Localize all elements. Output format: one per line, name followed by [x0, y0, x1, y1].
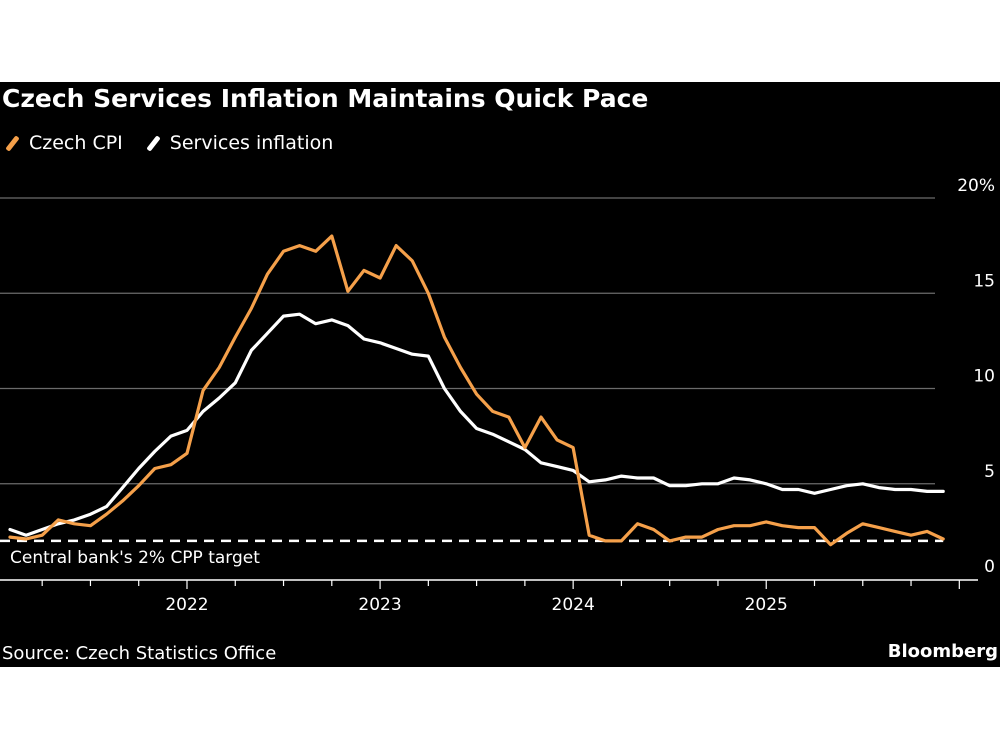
brand-logo: Bloomberg: [887, 641, 998, 662]
series-line-czech-cpi: [8, 234, 945, 547]
x-tick-label: 2022: [165, 595, 208, 615]
y-tick-label: 5: [984, 462, 995, 482]
plot-area: 0 5 10 15 20% 2022 2023 2024 2025 Central bank's …: [0, 176, 995, 615]
y-tick-label: 0: [984, 557, 995, 577]
legend: Czech CPI Services inflation: [4, 132, 355, 154]
x-tick-label: 2024: [552, 595, 595, 615]
target-reference-label: Central bank's 2% CPP target: [10, 548, 260, 568]
x-tick-label: 2025: [745, 595, 788, 615]
chart-panel: Czech Services Inflation Maintains Quick…: [0, 82, 1000, 667]
legend-label-services: Services inflation: [169, 132, 334, 154]
y-tick-label: 20%: [957, 176, 995, 196]
source-note: Source: Czech Statistics Office: [2, 643, 277, 664]
x-tick-label: 2023: [358, 595, 401, 615]
legend-label-cpi: Czech CPI: [29, 132, 123, 154]
series-line-services-inflation: [8, 312, 945, 537]
legend-item-services: Services inflation: [145, 132, 334, 154]
legend-item-cpi: Czech CPI: [4, 132, 123, 154]
chart-title: Czech Services Inflation Maintains Quick…: [2, 84, 649, 113]
y-tick-label: 10: [973, 367, 995, 387]
y-tick-label: 15: [973, 271, 995, 291]
